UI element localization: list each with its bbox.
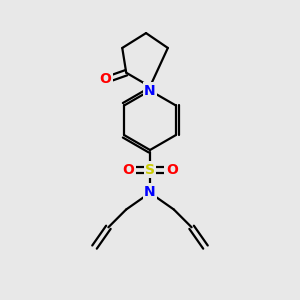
Text: O: O — [122, 163, 134, 177]
Text: O: O — [100, 72, 111, 86]
Text: N: N — [144, 84, 156, 98]
Text: O: O — [166, 163, 178, 177]
Text: N: N — [144, 184, 156, 199]
Text: S: S — [145, 163, 155, 177]
